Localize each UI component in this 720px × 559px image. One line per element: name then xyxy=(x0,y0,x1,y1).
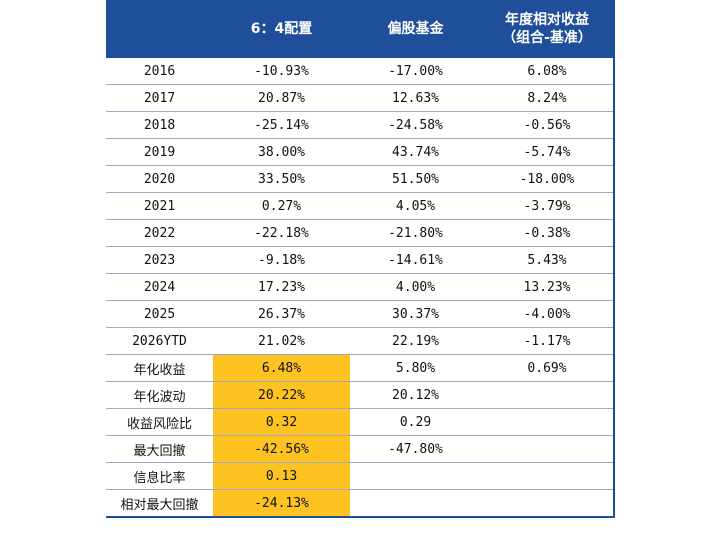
year-row: 2025 26.37% 30.37% -4.00% xyxy=(106,300,614,329)
header-label xyxy=(106,0,213,58)
performance-table: 6：4配置 偏股基金 年度相对收益 （组合-基准） 2016 -10.93% -17… xyxy=(106,0,615,518)
table-header: 6：4配置 偏股基金 年度相对收益 （组合-基准） xyxy=(106,0,614,58)
year-row: 2018 -25.14% -24.58% -0.56% xyxy=(106,111,614,140)
cell-equity-fund: 30.37% xyxy=(350,300,481,329)
cell-relative-return: -18.00% xyxy=(481,165,614,194)
cell-equity-fund: 0.29 xyxy=(350,408,481,437)
cell-6-4-allocation: -22.18% xyxy=(213,219,350,248)
cell-relative-return: -1.17% xyxy=(481,327,614,356)
row-label: 2026YTD xyxy=(106,327,213,356)
cell-6-4-allocation: -24.13% xyxy=(213,489,350,518)
cell-6-4-allocation: -10.93% xyxy=(213,56,350,86)
cell-relative-return: -5.74% xyxy=(481,138,614,167)
cell-6-4-allocation: 26.37% xyxy=(213,300,350,329)
cell-relative-return: -0.56% xyxy=(481,111,614,140)
cell-equity-fund: 20.12% xyxy=(350,381,481,410)
cell-6-4-allocation: 33.50% xyxy=(213,165,350,194)
cell-6-4-allocation: 17.23% xyxy=(213,273,350,302)
row-label: 2023 xyxy=(106,246,213,275)
row-label: 2025 xyxy=(106,300,213,329)
header-relative-return-line2: （组合-基准） xyxy=(502,29,592,46)
cell-6-4-allocation: 20.87% xyxy=(213,84,350,113)
row-label: 收益风险比 xyxy=(106,408,213,437)
row-label: 2016 xyxy=(106,56,213,86)
table-body: 2016 -10.93% -17.00% 6.08% 2017 20.87% 12.63% 8… xyxy=(106,56,614,518)
row-label: 2022 xyxy=(106,219,213,248)
stat-row: 信息比率 0.13 xyxy=(106,462,614,491)
row-label: 年化收益 xyxy=(106,354,213,383)
cell-relative-return xyxy=(481,489,614,518)
cell-equity-fund: 51.50% xyxy=(350,165,481,194)
header-relative-return-line1: 年度相对收益 xyxy=(505,11,589,28)
cell-equity-fund: -24.58% xyxy=(350,111,481,140)
cell-relative-return: 13.23% xyxy=(481,273,614,302)
year-row: 2022 -22.18% -21.80% -0.38% xyxy=(106,219,614,248)
cell-6-4-allocation: -9.18% xyxy=(213,246,350,275)
cell-6-4-allocation: 6.48% xyxy=(213,354,350,383)
row-label: 2018 xyxy=(106,111,213,140)
year-row: 2020 33.50% 51.50% -18.00% xyxy=(106,165,614,194)
year-row: 2017 20.87% 12.63% 8.24% xyxy=(106,84,614,113)
cell-equity-fund: 12.63% xyxy=(350,84,481,113)
cell-relative-return xyxy=(481,381,614,410)
year-row: 2023 -9.18% -14.61% 5.43% xyxy=(106,246,614,275)
cell-relative-return: 6.08% xyxy=(481,56,614,86)
row-label: 2019 xyxy=(106,138,213,167)
cell-equity-fund: -17.00% xyxy=(350,56,481,86)
cell-6-4-allocation: 38.00% xyxy=(213,138,350,167)
header-equity-fund: 偏股基金 xyxy=(350,0,481,58)
row-label: 相对最大回撤 xyxy=(106,489,213,518)
cell-equity-fund: 5.80% xyxy=(350,354,481,383)
cell-6-4-allocation: 20.22% xyxy=(213,381,350,410)
cell-relative-return xyxy=(481,435,614,464)
header-relative-return: 年度相对收益 （组合-基准） xyxy=(481,0,614,58)
cell-relative-return: -0.38% xyxy=(481,219,614,248)
year-row: 2026YTD 21.02% 22.19% -1.17% xyxy=(106,327,614,356)
cell-6-4-allocation: 21.02% xyxy=(213,327,350,356)
year-row: 2024 17.23% 4.00% 13.23% xyxy=(106,273,614,302)
year-row: 2016 -10.93% -17.00% 6.08% xyxy=(106,56,614,86)
stat-row: 最大回撤 -42.56% -47.80% xyxy=(106,435,614,464)
cell-equity-fund: -14.61% xyxy=(350,246,481,275)
header-row: 6：4配置 偏股基金 年度相对收益 （组合-基准） xyxy=(106,0,614,58)
row-label: 2024 xyxy=(106,273,213,302)
stat-row: 相对最大回撤 -24.13% xyxy=(106,489,614,518)
row-label: 2021 xyxy=(106,192,213,221)
cell-relative-return xyxy=(481,462,614,491)
cell-relative-return: 8.24% xyxy=(481,84,614,113)
stat-row: 年化收益 6.48% 5.80% 0.69% xyxy=(106,354,614,383)
stat-row: 收益风险比 0.32 0.29 xyxy=(106,408,614,437)
header-6-4-allocation: 6：4配置 xyxy=(213,0,350,58)
cell-relative-return: 5.43% xyxy=(481,246,614,275)
cell-relative-return xyxy=(481,408,614,437)
row-label: 2017 xyxy=(106,84,213,113)
row-label: 最大回撤 xyxy=(106,435,213,464)
row-label: 年化波动 xyxy=(106,381,213,410)
cell-equity-fund: 43.74% xyxy=(350,138,481,167)
cell-equity-fund: 4.00% xyxy=(350,273,481,302)
cell-6-4-allocation: 0.27% xyxy=(213,192,350,221)
year-row: 2021 0.27% 4.05% -3.79% xyxy=(106,192,614,221)
cell-6-4-allocation: 0.32 xyxy=(213,408,350,437)
year-row: 2019 38.00% 43.74% -5.74% xyxy=(106,138,614,167)
cell-equity-fund xyxy=(350,462,481,491)
stat-row: 年化波动 20.22% 20.12% xyxy=(106,381,614,410)
cell-equity-fund: 22.19% xyxy=(350,327,481,356)
cell-6-4-allocation: 0.13 xyxy=(213,462,350,491)
cell-equity-fund: 4.05% xyxy=(350,192,481,221)
cell-relative-return: -4.00% xyxy=(481,300,614,329)
cell-relative-return: 0.69% xyxy=(481,354,614,383)
row-label: 2020 xyxy=(106,165,213,194)
cell-6-4-allocation: -42.56% xyxy=(213,435,350,464)
row-label: 信息比率 xyxy=(106,462,213,491)
cell-equity-fund: -21.80% xyxy=(350,219,481,248)
cell-relative-return: -3.79% xyxy=(481,192,614,221)
cell-equity-fund: -47.80% xyxy=(350,435,481,464)
cell-equity-fund xyxy=(350,489,481,518)
cell-6-4-allocation: -25.14% xyxy=(213,111,350,140)
